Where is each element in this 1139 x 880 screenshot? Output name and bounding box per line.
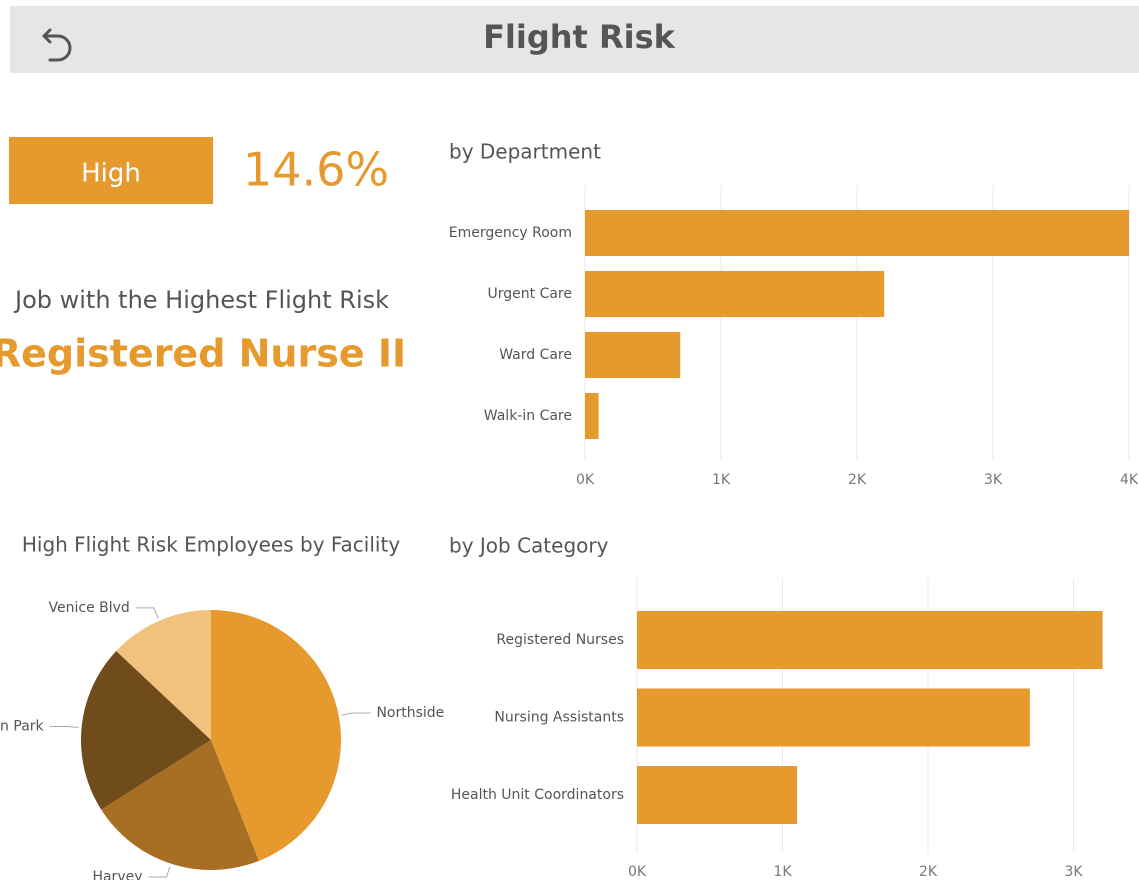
risk-level: High [81, 159, 141, 189]
bar [585, 271, 885, 317]
category-label: Urgent Care [488, 286, 573, 302]
risk-rate: 14.6% [243, 143, 389, 197]
x-tick-label: 4K [1120, 472, 1139, 488]
slice-label: Northside [376, 705, 444, 721]
leader-line [135, 607, 159, 619]
pie-slice [116, 610, 211, 740]
bar [585, 393, 599, 439]
bar [585, 332, 681, 378]
job-name: Registered Nurse II [0, 332, 406, 376]
bar [637, 611, 1103, 669]
x-tick-label: 0K [628, 864, 647, 880]
page-title: Flight Risk [483, 18, 676, 56]
x-tick-label: 3K [1064, 864, 1083, 880]
pie-slice [211, 610, 342, 861]
slice-label: Venice Blvd [49, 600, 130, 616]
x-tick-label: 1K [773, 864, 792, 880]
job-caption: Job with the Highest Flight Risk [13, 286, 389, 314]
bar [637, 766, 798, 824]
category-label: Health Unit Coordinators [451, 787, 624, 803]
bar [637, 688, 1030, 747]
slice-label: ton Park [0, 718, 45, 734]
header-bar [10, 6, 1139, 73]
chart-title: High Flight Risk Employees by Facility [22, 533, 400, 557]
pie-slice [101, 740, 259, 871]
leader-line [148, 866, 171, 878]
x-tick-label: 2K [919, 864, 938, 880]
leader-line [341, 712, 371, 716]
category-label: Walk-in Care [484, 408, 572, 424]
chart-title: by Job Category [449, 534, 609, 558]
back-button[interactable] [42, 28, 72, 62]
x-tick-label: 0K [576, 472, 595, 488]
category-label: Nursing Assistants [494, 710, 624, 726]
x-tick-label: 3K [984, 472, 1003, 488]
category-label: Emergency Room [449, 225, 572, 241]
slice-label: Harvey [92, 869, 142, 880]
leader-line [49, 725, 79, 728]
x-tick-label: 1K [712, 472, 731, 488]
bar [585, 210, 1129, 256]
chart-title: by Department [449, 140, 601, 164]
category-label: Ward Care [499, 347, 572, 363]
category-label: Registered Nurses [496, 632, 624, 648]
risk-level-box [9, 137, 213, 204]
x-tick-label: 2K [848, 472, 867, 488]
pie-slice [80, 651, 212, 810]
